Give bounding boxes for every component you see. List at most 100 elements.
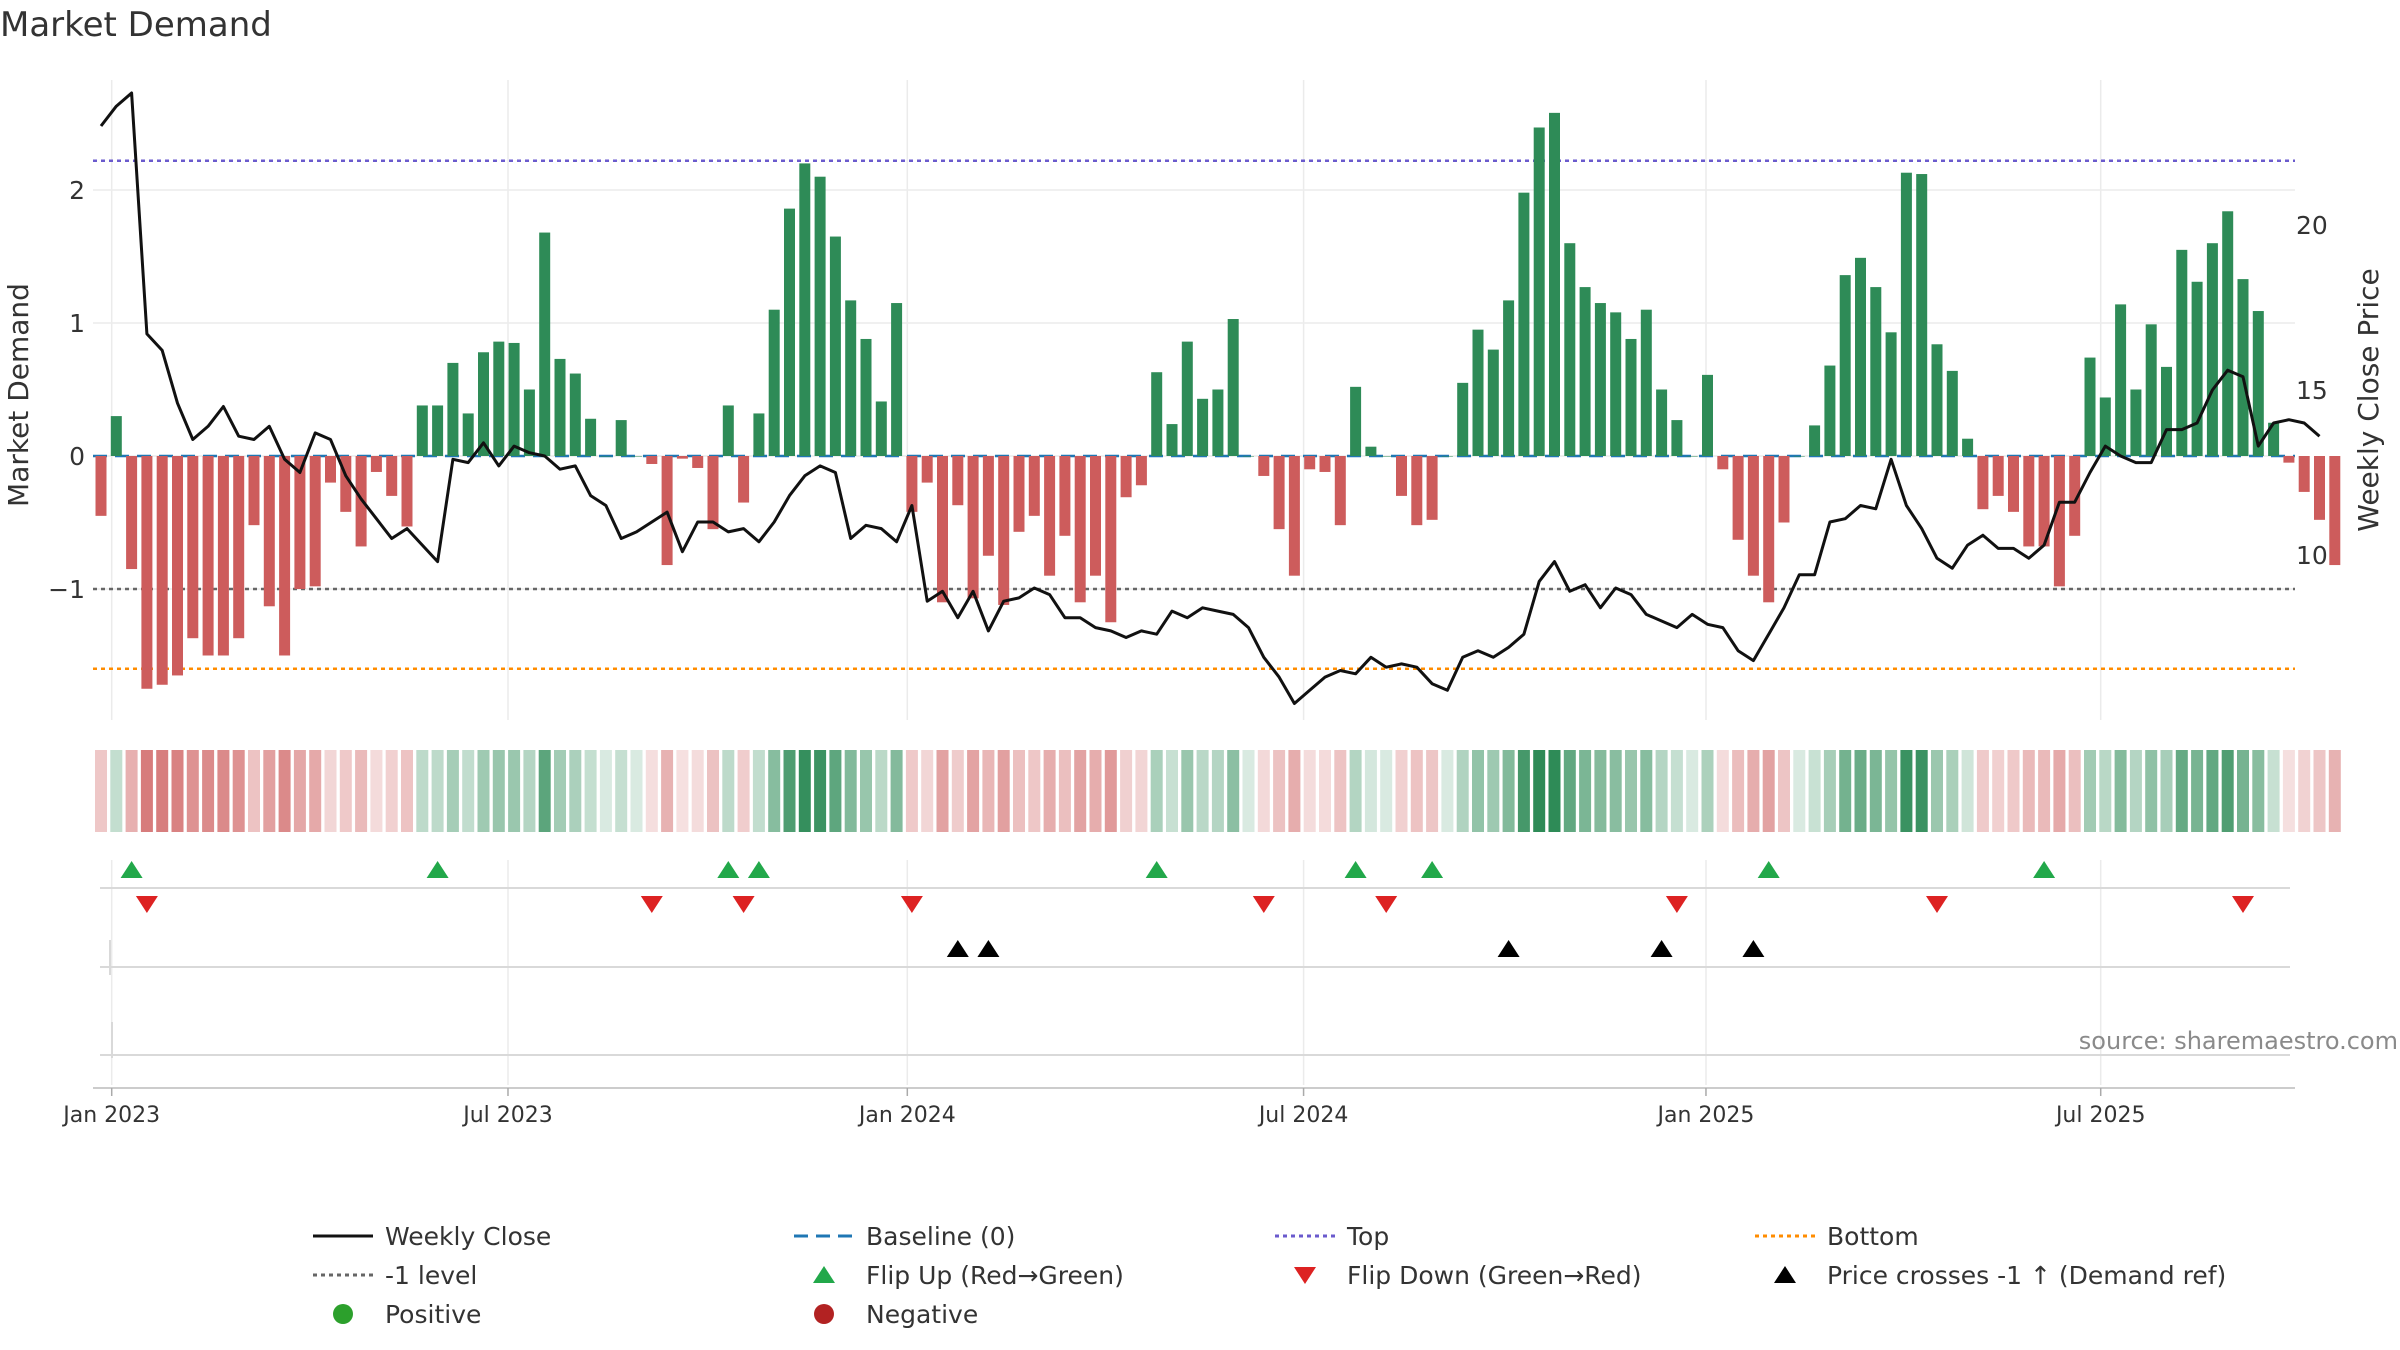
heat-cell — [416, 750, 429, 832]
demand-bar — [172, 456, 183, 676]
legend-label: Positive — [385, 1300, 481, 1329]
demand-bar — [1686, 456, 1698, 457]
heat-cell — [1502, 750, 1515, 832]
demand-bar — [784, 208, 795, 456]
heat-cell — [2267, 750, 2280, 832]
demand-bar — [2099, 397, 2111, 456]
heat-cell — [278, 750, 291, 832]
heat-cell — [202, 750, 215, 832]
y-tick-label-left: −1 — [48, 575, 85, 604]
heat-cell — [1257, 750, 1270, 832]
heat-cell — [1931, 750, 1943, 832]
demand-bar — [1151, 372, 1163, 456]
heat-cell — [2282, 750, 2295, 832]
demand-bars — [95, 112, 2341, 689]
heat-cell — [508, 750, 521, 832]
flip-up-marker — [1421, 861, 1444, 878]
heat-cell — [1380, 750, 1393, 832]
heat-cell — [1211, 750, 1224, 832]
heat-cell — [355, 750, 368, 832]
x-tick-label: Jan 2024 — [857, 1103, 956, 1128]
heat-cell — [1273, 750, 1286, 832]
heat-cell — [110, 750, 123, 832]
heat-cell — [1364, 750, 1377, 832]
flip-up-marker — [717, 861, 740, 878]
demand-bar — [1778, 456, 1790, 523]
heat-cell — [1135, 750, 1148, 832]
x-tick-label: Jan 2025 — [1656, 1103, 1755, 1128]
heat-cell — [2298, 750, 2311, 832]
demand-bar — [1885, 332, 1897, 456]
heat-cell — [554, 750, 566, 832]
flip-up-marker — [120, 861, 143, 878]
demand-bar — [1717, 456, 1729, 470]
x-tick-label: Jul 2023 — [461, 1103, 553, 1128]
heat-cell — [1441, 750, 1454, 832]
flip-up-marker — [1145, 861, 1168, 878]
heat-cell — [248, 750, 260, 832]
heat-cell — [691, 750, 704, 832]
demand-bar — [875, 401, 887, 456]
demand-bar — [982, 456, 994, 556]
demand-bar — [2268, 422, 2280, 456]
heat-cell — [1426, 750, 1439, 832]
demand-bar — [753, 413, 765, 456]
demand-bar — [1793, 456, 1805, 457]
heat-cell — [982, 750, 995, 832]
heat-cell — [263, 750, 276, 832]
demand-bar — [1824, 365, 1836, 456]
heat-cell — [401, 750, 413, 832]
demand-bar — [631, 456, 642, 457]
heat-cell — [1288, 750, 1301, 832]
heat-cell — [1609, 750, 1622, 832]
demand-bar — [1763, 456, 1775, 603]
demand-bar — [921, 456, 933, 483]
heat-cell — [1625, 750, 1637, 832]
demand-bar — [1212, 389, 1224, 456]
demand-bar — [1120, 456, 1132, 498]
demand-bar — [1166, 424, 1178, 456]
heat-cell — [630, 750, 643, 832]
demand-bar — [2069, 456, 2081, 536]
heat-cell — [1181, 750, 1194, 832]
demand-bar — [1625, 338, 1637, 456]
heat-cell — [890, 750, 903, 832]
heat-cell — [1640, 750, 1653, 832]
demand-bar — [1610, 312, 1622, 456]
demand-bar — [1028, 456, 1040, 516]
heat-cell — [1395, 750, 1408, 832]
demand-bar — [187, 456, 199, 639]
demand-bar — [340, 456, 352, 512]
heat-cell — [1196, 750, 1209, 832]
y-tick-label-left: 2 — [69, 176, 85, 205]
heat-cell — [477, 750, 490, 832]
y-tick-label-right: 15 — [2296, 376, 2328, 405]
legend: Weekly Close Baseline (0) Top Bottom -1 leve… — [313, 1222, 2226, 1329]
heat-cell — [1900, 750, 1913, 832]
demand-bar — [2329, 456, 2341, 566]
flip-up-marker — [426, 861, 449, 878]
demand-bar — [493, 341, 505, 456]
demand-bar — [294, 456, 306, 589]
heat-cell — [1166, 750, 1178, 832]
demand-bar — [2283, 456, 2295, 463]
heat-cell — [431, 750, 444, 832]
demand-bar — [1258, 456, 1270, 476]
demand-bar — [1594, 303, 1606, 456]
heat-cell — [385, 750, 398, 832]
demand-bar — [1977, 456, 1989, 510]
demand-bar — [906, 456, 918, 512]
legend-swatch-negative — [814, 1304, 834, 1324]
demand-bar — [462, 413, 474, 456]
demand-bar — [478, 352, 489, 456]
flip-up-marker — [2033, 861, 2056, 878]
demand-bar — [1441, 456, 1453, 457]
demand-bar — [539, 232, 551, 456]
demand-bar — [738, 456, 750, 503]
legend-swatch-flip-up — [813, 1266, 835, 1283]
heat-cell — [2038, 750, 2051, 832]
heat-cell — [1043, 750, 1056, 832]
demand-bar — [615, 420, 627, 456]
heat-cell — [1655, 750, 1668, 832]
